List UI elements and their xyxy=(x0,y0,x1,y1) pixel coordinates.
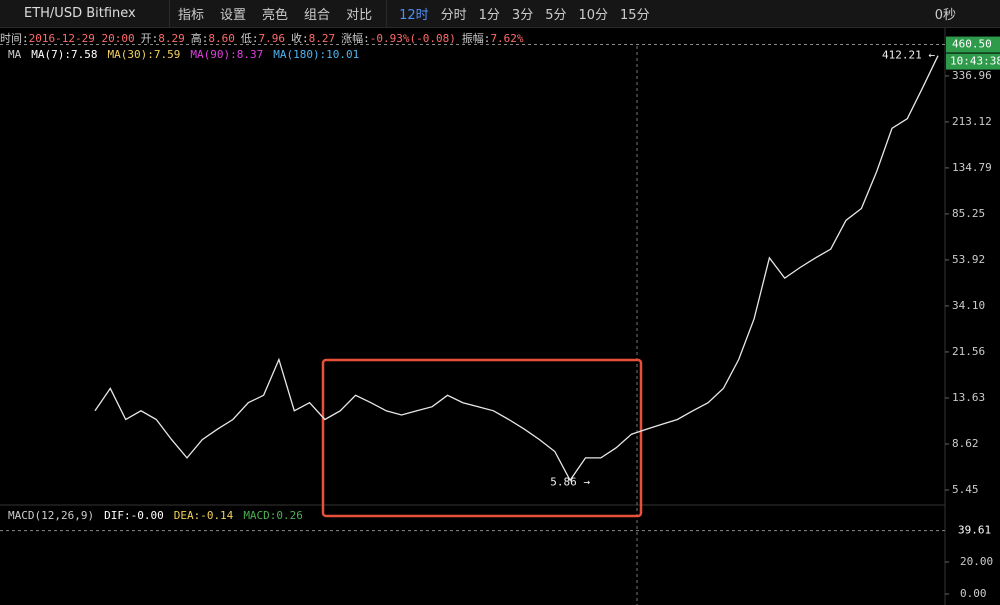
ma-legend: MA MA(7):7.58 MA(30):7.59 MA(90):8.37 MA(180… xyxy=(8,48,369,61)
legend-item: MA(30):7.59 xyxy=(107,48,181,61)
price-tick-label: 336.96 xyxy=(952,69,992,82)
price-tick-label: 53.92 xyxy=(952,253,985,266)
interval[interactable]: 10分 xyxy=(578,8,609,23)
interval[interactable]: 12时 xyxy=(399,8,429,23)
interval[interactable]: 5分 xyxy=(545,8,567,23)
price-tick-label: 134.79 xyxy=(952,161,992,174)
info-label: 开: xyxy=(140,32,159,45)
info-bar: 时间:2016-12-29 20:00 开:8.29 高:8.60 低:7.96 收:8… xyxy=(0,30,530,46)
legend-item: MA(90):8.37 xyxy=(190,48,264,61)
info-value: 2016-12-29 20:00 xyxy=(28,32,135,45)
legend-item: MA(180):10.01 xyxy=(273,48,360,61)
info-value: 7.96 xyxy=(258,32,285,45)
info-label: 振幅: xyxy=(461,32,491,45)
price-tick-label: 13.63 xyxy=(952,391,985,404)
toolbar: ETH/USD Bitfinex 指标 设置 亮色 组合 对比 12时 分时 1分 3分 5分 1… xyxy=(0,0,1000,28)
price-tick-label: 5.45 xyxy=(952,483,979,496)
legend-item: MACD(12,26,9) xyxy=(8,509,95,522)
info-label: 收: xyxy=(290,32,309,45)
tool-item[interactable]: 设置 xyxy=(220,8,247,23)
highlight-box xyxy=(321,358,643,518)
price-tick-label: 85.25 xyxy=(952,207,985,220)
price-tick-label: 213.12 xyxy=(952,115,992,128)
divider xyxy=(386,0,388,27)
current-price: 460.50 xyxy=(952,38,992,51)
tool-item[interactable]: 指标 xyxy=(178,8,205,23)
tool-item[interactable]: 亮色 xyxy=(262,8,289,23)
current-price-tag xyxy=(946,36,1000,53)
info-label: 低: xyxy=(240,32,259,45)
macd-tick-label: 0.00 xyxy=(960,587,987,600)
tool-item[interactable]: 对比 xyxy=(346,8,373,23)
legend-item: MACD:0.26 xyxy=(243,509,303,522)
timer: 0秒 xyxy=(934,8,956,23)
interval[interactable]: 3分 xyxy=(511,8,534,23)
countdown-tag xyxy=(946,53,1000,70)
tool-items: 指标 设置 亮色 组合 对比 xyxy=(170,4,380,23)
info-value: 8.60 xyxy=(208,32,235,45)
macd-tick-label: 20.00 xyxy=(960,555,993,568)
info-label: 涨幅: xyxy=(341,32,370,45)
macd-legend: MACD(12,26,9) DIF:-0.00 DEA:-0.14 MACD:0.26 xyxy=(8,509,313,522)
legend-item: DEA:-0.14 xyxy=(173,509,234,522)
info-label: 高: xyxy=(190,32,209,45)
interval[interactable]: 1分 xyxy=(478,8,500,23)
countdown: 10:43:38 xyxy=(950,55,1000,68)
tool-item[interactable]: 组合 xyxy=(304,8,331,23)
price-annotation: 412.21 ← xyxy=(882,49,935,62)
interval[interactable]: 15分 xyxy=(620,8,650,23)
symbol[interactable]: ETH/USD Bitfinex xyxy=(0,0,170,27)
price-line xyxy=(94,55,939,482)
info-value: 7.62% xyxy=(490,32,524,45)
info-label: 时间: xyxy=(0,32,29,45)
price-annotation: 5.86 → xyxy=(550,476,590,489)
info-value: -0.93%(-0.08) xyxy=(369,32,456,45)
interval[interactable]: 分时 xyxy=(440,8,467,23)
info-value: 8.29 xyxy=(158,32,185,45)
legend-item: MA xyxy=(8,48,22,61)
info-value: 8.27 xyxy=(308,32,336,45)
price-tick-label: 8.62 xyxy=(952,437,979,450)
price-tick-label: 34.10 xyxy=(952,299,985,312)
macd-current: 39.61 xyxy=(958,524,991,537)
intervals: 12时 分时 1分 3分 5分 10分 15分 xyxy=(393,4,656,23)
legend-item: DIF:-0.00 xyxy=(104,509,164,522)
price-tick-label: 21.56 xyxy=(952,345,985,358)
legend-item: MA(7):7.58 xyxy=(31,48,98,61)
